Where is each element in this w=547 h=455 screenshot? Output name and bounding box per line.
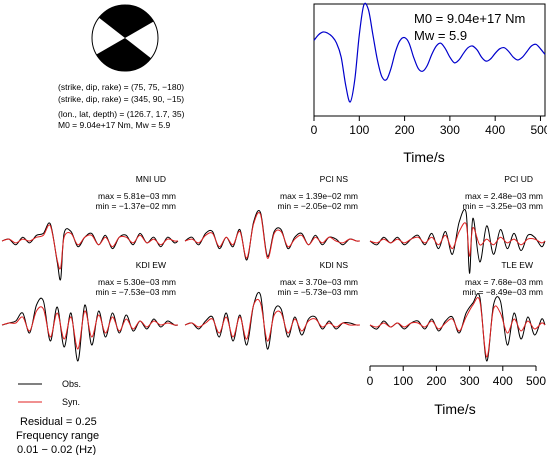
observed-trace bbox=[1, 222, 179, 281]
trace-xlabel: Time/s bbox=[434, 401, 475, 417]
station-name: PCI NS bbox=[320, 174, 349, 184]
station-min: min = −7.53e−03 mm bbox=[95, 287, 176, 297]
frequency-label: Frequency range bbox=[16, 430, 99, 442]
station-name: KDI NS bbox=[320, 260, 349, 270]
trace-time-axis: 0 100 200 300 400 500 bbox=[367, 365, 546, 388]
station-max: max = 2.48e−03 mm bbox=[465, 191, 543, 201]
station-min: min = −2.05e−02 mm bbox=[277, 201, 358, 211]
residual-text: Residual = 0.25 bbox=[20, 416, 97, 428]
station-max: max = 5.30e−03 mm bbox=[98, 277, 176, 287]
station-name: TLE EW bbox=[501, 260, 533, 270]
mechanism-location: (lon., lat, depth) = (126.7, 1.7, 35) bbox=[58, 109, 185, 119]
synthetic-trace bbox=[1, 224, 179, 270]
stf-xtick-label: 400 bbox=[485, 123, 505, 137]
station-name: PCI UD bbox=[504, 174, 533, 184]
synthetic-trace bbox=[369, 297, 546, 358]
legend: Obs. Syn. bbox=[18, 379, 81, 407]
station-name: MNI UD bbox=[136, 174, 166, 184]
station-max: max = 3.70e−03 mm bbox=[280, 277, 358, 287]
station-min: min = −3.25e−03 mm bbox=[462, 201, 543, 211]
stf-xtick-label: 0 bbox=[311, 123, 318, 137]
trace-xtick-label: 0 bbox=[367, 374, 374, 388]
trace-xtick-label: 200 bbox=[426, 374, 446, 388]
stf-mw-label: Mw = 5.9 bbox=[414, 28, 467, 43]
mechanism-moment: M0 = 9.04e+17 Nm, Mw = 5.9 bbox=[58, 120, 170, 130]
synthetic-trace bbox=[184, 298, 360, 342]
station-name: KDI EW bbox=[136, 260, 166, 270]
stf-xtick-label: 200 bbox=[395, 123, 415, 137]
source-time-function-plot: 0 100 200 300 400 500 bbox=[311, 2, 547, 137]
trace-xtick-label: 300 bbox=[460, 374, 480, 388]
mechanism-plane1: (strike, dip, rake) = (75, 75, −180) bbox=[58, 82, 184, 92]
stf-xlabel: Time/s bbox=[403, 149, 444, 165]
station-max: max = 5.81e−03 mm bbox=[98, 191, 176, 201]
station-max: max = 1.39e−02 mm bbox=[280, 191, 358, 201]
station-max: max = 7.68e−03 mm bbox=[465, 277, 543, 287]
station-min: min = −5.73e−03 mm bbox=[277, 287, 358, 297]
trace-xtick-label: 100 bbox=[393, 374, 413, 388]
trace-xtick-label: 400 bbox=[493, 374, 513, 388]
synthetic-trace bbox=[184, 211, 361, 259]
stf-frame bbox=[313, 3, 546, 117]
station-min: min = −1.37e−02 mm bbox=[95, 201, 176, 211]
stf-xtick-label: 100 bbox=[349, 123, 369, 137]
stf-xtick-label: 500 bbox=[530, 123, 547, 137]
beachball-icon bbox=[91, 4, 159, 72]
trace-xtick-label: 500 bbox=[526, 374, 546, 388]
stf-m0-label: M0 = 9.04e+17 Nm bbox=[414, 11, 525, 26]
legend-obs-label: Obs. bbox=[62, 379, 81, 389]
frequency-value: 0.01 − 0.02 (Hz) bbox=[17, 444, 96, 455]
mechanism-plane2: (strike, dip, rake) = (345, 90, −15) bbox=[58, 94, 184, 104]
stf-line bbox=[313, 2, 546, 103]
observed-trace bbox=[184, 209, 361, 261]
stf-xtick-label: 300 bbox=[440, 123, 460, 137]
synthetic-trace bbox=[369, 222, 546, 257]
legend-syn-label: Syn. bbox=[62, 397, 80, 407]
station-min: min = −8.49e−03 mm bbox=[462, 287, 543, 297]
synthetic-trace bbox=[1, 306, 179, 350]
